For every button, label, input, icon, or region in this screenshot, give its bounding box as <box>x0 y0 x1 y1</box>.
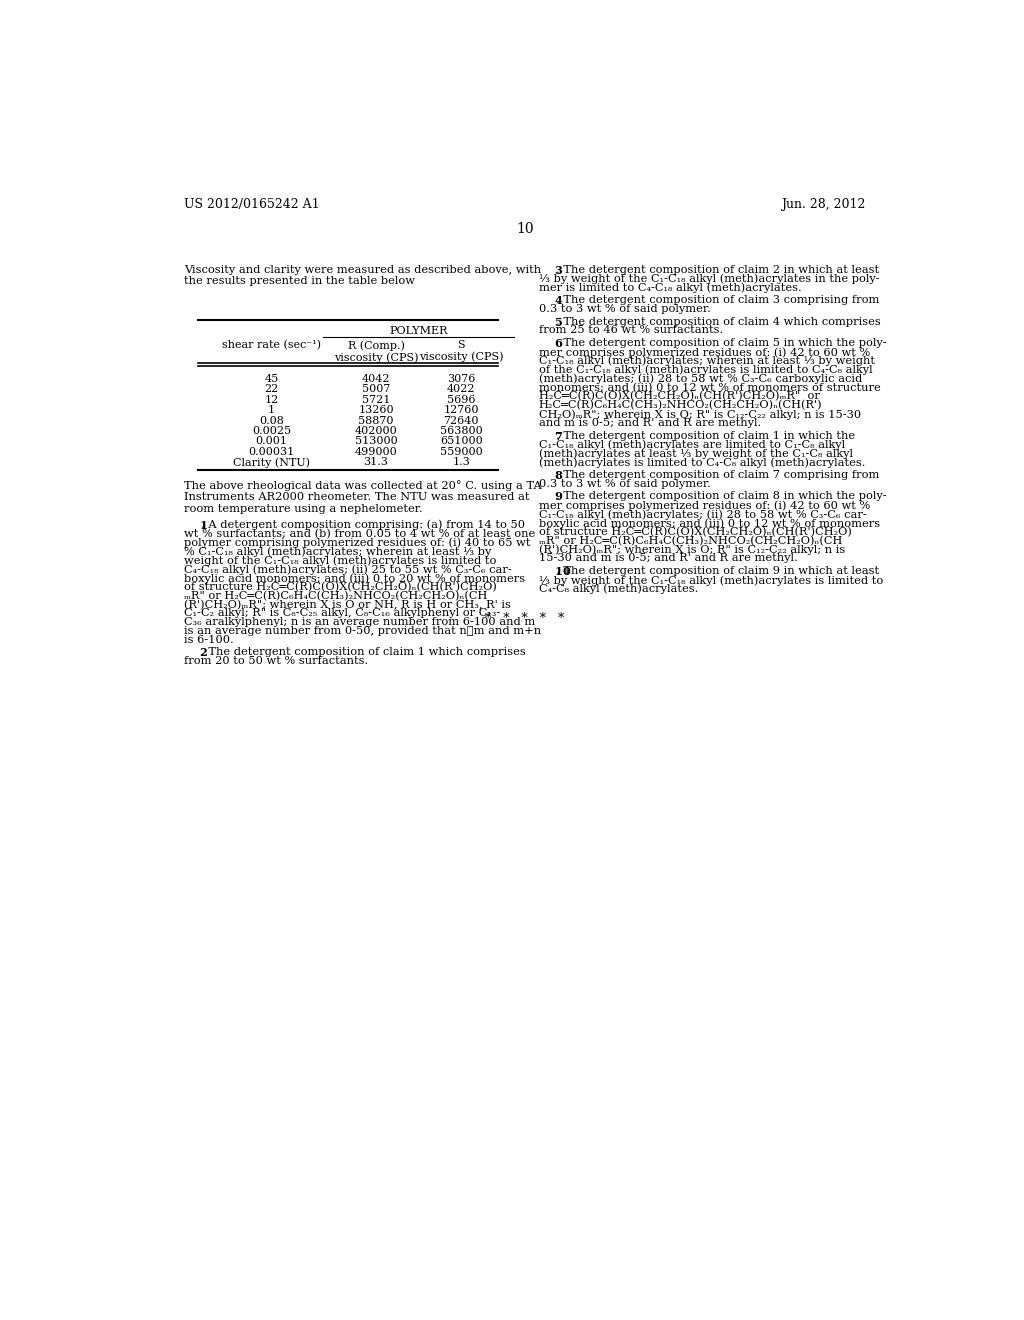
Text: 10: 10 <box>516 222 534 235</box>
Text: 0.0025: 0.0025 <box>252 426 291 436</box>
Text: . The detergent composition of claim 7 comprising from: . The detergent composition of claim 7 c… <box>556 470 880 480</box>
Text: 31.3: 31.3 <box>364 457 388 467</box>
Text: 559000: 559000 <box>440 446 482 457</box>
Text: (meth)acrylates; (ii) 28 to 58 wt % C₃-C₆ carboxylic acid: (meth)acrylates; (ii) 28 to 58 wt % C₃-C… <box>539 374 862 384</box>
Text: . The detergent composition of claim 5 in which the poly-: . The detergent composition of claim 5 i… <box>556 338 887 348</box>
Text: 1.3: 1.3 <box>453 457 470 467</box>
Text: 72640: 72640 <box>443 416 479 425</box>
Text: 5: 5 <box>539 317 562 327</box>
Text: 13260: 13260 <box>358 405 394 416</box>
Text: 45: 45 <box>264 374 279 384</box>
Text: mer comprises polymerized residues of: (i) 42 to 60 wt %: mer comprises polymerized residues of: (… <box>539 347 870 358</box>
Text: C₄-C₁₈ alkyl (meth)acrylates; (ii) 25 to 55 wt % C₃-C₆ car-: C₄-C₁₈ alkyl (meth)acrylates; (ii) 25 to… <box>183 564 512 574</box>
Text: US 2012/0165242 A1: US 2012/0165242 A1 <box>183 198 319 211</box>
Text: C₁-C₁₈ alkyl (meth)acrylates; wherein at least ⅓ by weight: C₁-C₁₈ alkyl (meth)acrylates; wherein at… <box>539 356 874 367</box>
Text: (meth)acrylates is limited to C₄-C₈ alkyl (meth)acrylates.: (meth)acrylates is limited to C₄-C₈ alky… <box>539 457 865 467</box>
Text: shear rate (sec⁻¹): shear rate (sec⁻¹) <box>222 341 321 350</box>
Text: 0.3 to 3 wt % of said polymer.: 0.3 to 3 wt % of said polymer. <box>539 304 711 314</box>
Text: . The detergent composition of claim 9 in which at least: . The detergent composition of claim 9 i… <box>556 566 879 576</box>
Text: . The detergent composition of claim 8 in which the poly-: . The detergent composition of claim 8 i… <box>556 491 887 502</box>
Text: monomers; and (iii) 0 to 12 wt % of monomers of structure: monomers; and (iii) 0 to 12 wt % of mono… <box>539 383 881 393</box>
Text: ⅓ by weight of the C₁-C₁₈ alkyl (meth)acrylates in the poly-: ⅓ by weight of the C₁-C₁₈ alkyl (meth)ac… <box>539 273 880 284</box>
Text: *   *   *   *   *: * * * * * <box>485 612 564 624</box>
Text: polymer comprising polymerized residues of: (i) 40 to 65 wt: polymer comprising polymerized residues … <box>183 537 530 548</box>
Text: 8: 8 <box>539 470 562 480</box>
Text: 499000: 499000 <box>354 446 397 457</box>
Text: from 25 to 46 wt % surfactants.: from 25 to 46 wt % surfactants. <box>539 326 723 335</box>
Text: C₁-C₂ alkyl; R" is C₈-C₂₅ alkyl, C₈-C₁₆ alkylphenyl or C₁₃-: C₁-C₂ alkyl; R" is C₈-C₂₅ alkyl, C₈-C₁₆ … <box>183 609 500 619</box>
Text: (meth)acrylates at least ⅓ by weight of the C₁-C₈ alkyl: (meth)acrylates at least ⅓ by weight of … <box>539 449 853 459</box>
Text: 3: 3 <box>539 264 562 276</box>
Text: mer comprises polymerized residues of: (i) 42 to 60 wt %: mer comprises polymerized residues of: (… <box>539 500 870 511</box>
Text: 513000: 513000 <box>354 437 397 446</box>
Text: 5696: 5696 <box>447 395 475 405</box>
Text: boxylic acid monomers; and (iii) 0 to 12 wt % of monomers: boxylic acid monomers; and (iii) 0 to 12… <box>539 517 880 528</box>
Text: H₂C═C(R)C(O)X(CH₂CH₂O)ₙ(CH(R')CH₂O)ₘR"  or: H₂C═C(R)C(O)X(CH₂CH₂O)ₙ(CH(R')CH₂O)ₘR" o… <box>539 391 819 401</box>
Text: . The detergent composition of claim 4 which comprises: . The detergent composition of claim 4 w… <box>556 317 881 326</box>
Text: (R')CH₂O)ₘR"; wherein X is O; R" is C₁₂-C₂₂ alkyl; n is: (R')CH₂O)ₘR"; wherein X is O; R" is C₁₂-… <box>539 545 845 556</box>
Text: 1: 1 <box>183 520 208 531</box>
Text: . The detergent composition of claim 2 in which at least: . The detergent composition of claim 2 i… <box>556 264 879 275</box>
Text: . The detergent composition of claim 3 comprising from: . The detergent composition of claim 3 c… <box>556 296 880 305</box>
Text: 402000: 402000 <box>354 426 397 436</box>
Text: H₂C═C(R)C₆H₄C(CH₃)₂NHCO₂(CH₂CH₂O)ₙ(CH(R'): H₂C═C(R)C₆H₄C(CH₃)₂NHCO₂(CH₂CH₂O)ₙ(CH(R'… <box>539 400 822 411</box>
Text: 4022: 4022 <box>447 384 475 395</box>
Text: 6: 6 <box>539 338 562 350</box>
Text: C₁-C₁₈ alkyl (meth)acrylates; (ii) 28 to 58 wt % C₃-C₆ car-: C₁-C₁₈ alkyl (meth)acrylates; (ii) 28 to… <box>539 510 866 520</box>
Text: weight of the C₁-C₁₈ alkyl (meth)acrylates is limited to: weight of the C₁-C₁₈ alkyl (meth)acrylat… <box>183 556 497 566</box>
Text: 4: 4 <box>539 296 562 306</box>
Text: . The detergent composition of claim 1 in which the: . The detergent composition of claim 1 i… <box>556 430 855 441</box>
Text: 3076: 3076 <box>447 374 475 384</box>
Text: 12760: 12760 <box>443 405 479 416</box>
Text: R (Comp.)
viscosity (CPS): R (Comp.) viscosity (CPS) <box>334 341 418 363</box>
Text: and m is 0-5; and R' and R are methyl.: and m is 0-5; and R' and R are methyl. <box>539 418 761 428</box>
Text: 58870: 58870 <box>358 416 394 425</box>
Text: 651000: 651000 <box>440 437 482 446</box>
Text: 9: 9 <box>539 491 562 503</box>
Text: ⅓ by weight of the C₁-C₁₈ alkyl (meth)acrylates is limited to: ⅓ by weight of the C₁-C₁₈ alkyl (meth)ac… <box>539 576 883 586</box>
Text: wt % surfactants; and (b) from 0.05 to 4 wt % of at least one: wt % surfactants; and (b) from 0.05 to 4… <box>183 529 536 539</box>
Text: C₁-C₁₈ alkyl (meth)acrylates are limited to C₁-C₈ alkyl: C₁-C₁₈ alkyl (meth)acrylates are limited… <box>539 440 845 450</box>
Text: 563800: 563800 <box>440 426 482 436</box>
Text: 22: 22 <box>264 384 279 395</box>
Text: POLYMER: POLYMER <box>389 326 447 337</box>
Text: 5007: 5007 <box>361 384 390 395</box>
Text: (R')CH₂O)ₘR"; wherein X is O or NH, R is H or CH₃, R' is: (R')CH₂O)ₘR"; wherein X is O or NH, R is… <box>183 599 511 610</box>
Text: 5721: 5721 <box>361 395 390 405</box>
Text: is an average number from 0-50, provided that n≧m and m+n: is an average number from 0-50, provided… <box>183 626 541 636</box>
Text: 0.3 to 3 wt % of said polymer.: 0.3 to 3 wt % of said polymer. <box>539 479 711 488</box>
Text: Clarity (NTU): Clarity (NTU) <box>232 457 310 467</box>
Text: C₄-C₈ alkyl (meth)acrylates.: C₄-C₈ alkyl (meth)acrylates. <box>539 583 698 594</box>
Text: 0.08: 0.08 <box>259 416 284 425</box>
Text: . The detergent composition of claim 1 which comprises: . The detergent composition of claim 1 w… <box>201 647 525 657</box>
Text: C₃₆ aralkylphenyl; n is an average number from 6-100 and m: C₃₆ aralkylphenyl; n is an average numbe… <box>183 618 536 627</box>
Text: 10: 10 <box>539 566 570 577</box>
Text: Jun. 28, 2012: Jun. 28, 2012 <box>781 198 866 211</box>
Text: 7: 7 <box>539 430 562 442</box>
Text: mer is limited to C₄-C₁₈ alkyl (meth)acrylates.: mer is limited to C₄-C₁₈ alkyl (meth)acr… <box>539 282 802 293</box>
Text: 15-30 and m is 0-5; and R' and R are methyl.: 15-30 and m is 0-5; and R' and R are met… <box>539 553 798 564</box>
Text: 4042: 4042 <box>361 374 390 384</box>
Text: S
viscosity (CPS): S viscosity (CPS) <box>419 341 504 363</box>
Text: CH₂O)ₘR"; wherein X is O; R" is C₁₂-C₂₂ alkyl; n is 15-30: CH₂O)ₘR"; wherein X is O; R" is C₁₂-C₂₂ … <box>539 409 861 420</box>
Text: is 6-100.: is 6-100. <box>183 635 233 645</box>
Text: ₘR" or H₂C═C(R)C₆H₄C(CH₃)₂NHCO₂(CH₂CH₂O)ₙ(CH: ₘR" or H₂C═C(R)C₆H₄C(CH₃)₂NHCO₂(CH₂CH₂O)… <box>539 536 842 546</box>
Text: The above rheological data was collected at 20° C. using a TA
Instruments AR2000: The above rheological data was collected… <box>183 480 542 513</box>
Text: ₘR" or H₂C═C(R)C₆H₄C(CH₃)₂NHCO₂(CH₂CH₂O)ₙ(CH: ₘR" or H₂C═C(R)C₆H₄C(CH₃)₂NHCO₂(CH₂CH₂O)… <box>183 591 487 601</box>
Text: from 20 to 50 wt % surfactants.: from 20 to 50 wt % surfactants. <box>183 656 368 665</box>
Text: of structure H₂C═C(R)C(O)X(CH₂CH₂O)ₙ(CH(R')CH₂O): of structure H₂C═C(R)C(O)X(CH₂CH₂O)ₙ(CH(… <box>539 527 852 537</box>
Text: 0.001: 0.001 <box>255 437 288 446</box>
Text: of structure H₂C═C(R)C(O)X(CH₂CH₂O)ₙ(CH(R')CH₂O): of structure H₂C═C(R)C(O)X(CH₂CH₂O)ₙ(CH(… <box>183 582 497 593</box>
Text: . A detergent composition comprising: (a) from 14 to 50: . A detergent composition comprising: (a… <box>201 520 525 531</box>
Text: of the C₁-C₁₈ alkyl (meth)acrylates is limited to C₄-C₈ alkyl: of the C₁-C₁₈ alkyl (meth)acrylates is l… <box>539 364 872 375</box>
Text: Viscosity and clarity were measured as described above, with
the results present: Viscosity and clarity were measured as d… <box>183 264 541 286</box>
Text: 0.00031: 0.00031 <box>248 446 295 457</box>
Text: 1: 1 <box>268 405 274 416</box>
Text: 2: 2 <box>183 647 208 657</box>
Text: 12: 12 <box>264 395 279 405</box>
Text: boxylic acid monomers; and (iii) 0 to 20 wt % of monomers: boxylic acid monomers; and (iii) 0 to 20… <box>183 573 525 583</box>
Text: % C₁-C₁₈ alkyl (meth)acrylates; wherein at least ⅓ by: % C₁-C₁₈ alkyl (meth)acrylates; wherein … <box>183 546 492 557</box>
